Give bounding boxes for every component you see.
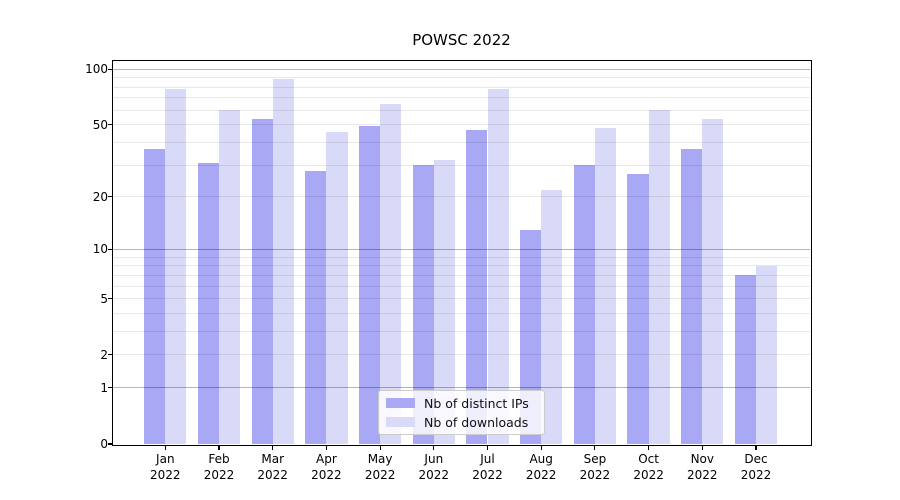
bar-sep-downloads <box>594 128 617 444</box>
bar-apr-downloads <box>326 131 348 444</box>
bar-sep-distinct-ips <box>573 165 595 444</box>
legend-label-downloads: Nb of downloads <box>424 414 529 430</box>
y-tick-mark-50 <box>108 124 112 126</box>
x-tick-mark-feb <box>218 445 220 450</box>
y-tick-label-50: 50 <box>92 117 108 132</box>
x-tick-label-nov: Nov 2022 <box>687 452 718 482</box>
bar-mar-downloads <box>272 78 294 444</box>
chart-title: POWSC 2022 <box>412 31 511 49</box>
y-tick-mark-5 <box>108 297 112 300</box>
y-tick-label-20: 20 <box>92 189 108 204</box>
bar-feb-downloads <box>219 110 241 444</box>
bar-oct-distinct-ips <box>627 173 649 444</box>
x-tick-label-jan: Jan 2022 <box>150 452 181 482</box>
x-tick-label-oct: Oct 2022 <box>633 452 664 482</box>
y-tick-label-2: 2 <box>100 347 108 362</box>
bar-oct-downloads <box>648 110 670 444</box>
bar-mar-distinct-ips <box>251 118 273 444</box>
x-tick-label-dec: Dec 2022 <box>740 452 772 482</box>
legend-swatch-distinct-ips <box>386 398 415 408</box>
bar-aug-downloads <box>541 189 563 444</box>
x-tick-mark-jun <box>433 445 435 450</box>
y-tick-mark-0 <box>108 443 112 445</box>
x-tick-mark-apr <box>325 445 327 450</box>
x-tick-mark-jul <box>486 445 489 450</box>
bar-nov-distinct-ips <box>681 148 703 444</box>
y-tick-mark-1 <box>108 387 112 389</box>
bar-dec-downloads <box>756 265 778 444</box>
y-tick-label-1: 1 <box>100 380 108 395</box>
bar-jun-downloads <box>433 160 455 444</box>
x-tick-mark-oct <box>648 445 650 450</box>
bars-layer <box>113 61 810 444</box>
bar-jun-distinct-ips <box>412 165 434 444</box>
x-tick-label-may: May 2022 <box>364 452 396 482</box>
legend-label-distinct-ips: Nb of distinct IPs <box>424 395 529 411</box>
legend-swatch-downloads <box>386 417 415 427</box>
legend-item-distinct-ips: Nb of distinct IPs <box>386 396 536 411</box>
x-tick-mark-jan <box>164 445 166 450</box>
bar-may-distinct-ips <box>358 126 381 444</box>
x-tick-label-apr: Apr 2022 <box>311 452 342 482</box>
x-tick-label-jul: Jul 2022 <box>472 452 503 482</box>
bar-jul-distinct-ips <box>466 129 488 444</box>
bar-apr-distinct-ips <box>305 170 327 444</box>
x-tick-mark-nov <box>701 445 703 450</box>
y-tick-label-5: 5 <box>100 291 108 306</box>
x-tick-label-aug: Aug 2022 <box>525 452 557 482</box>
legend-item-downloads: Nb of downloads <box>386 415 536 430</box>
y-tick-mark-20 <box>108 196 112 198</box>
x-tick-mark-mar <box>272 445 274 450</box>
y-tick-label-100: 100 <box>85 62 108 77</box>
legend: Nb of distinct IPs Nb of downloads <box>378 390 545 435</box>
x-tick-mark-sep <box>594 445 596 450</box>
y-tick-label-10: 10 <box>92 242 108 257</box>
y-tick-label-0: 0 <box>100 437 108 451</box>
x-tick-label-jun: Jun 2022 <box>418 452 450 482</box>
x-tick-label-feb: Feb 2022 <box>203 452 235 482</box>
bar-nov-downloads <box>702 118 724 444</box>
y-tick-mark-2 <box>108 354 112 356</box>
bar-feb-distinct-ips <box>197 162 219 444</box>
bar-jan-downloads <box>165 89 187 444</box>
y-tick-mark-10 <box>108 248 112 250</box>
x-tick-mark-aug <box>540 445 542 450</box>
x-tick-label-mar: Mar 2022 <box>257 452 288 482</box>
bar-jul-downloads <box>487 89 509 444</box>
bar-jan-distinct-ips <box>144 148 166 444</box>
x-tick-mark-may <box>379 445 381 450</box>
y-tick-mark-100 <box>108 68 112 70</box>
plot-area: Nb of distinct IPs Nb of downloads <box>111 59 812 446</box>
bar-dec-distinct-ips <box>734 275 756 444</box>
bar-may-downloads <box>380 103 402 444</box>
x-tick-mark-dec <box>755 445 757 450</box>
x-tick-label-sep: Sep 2022 <box>579 452 611 482</box>
